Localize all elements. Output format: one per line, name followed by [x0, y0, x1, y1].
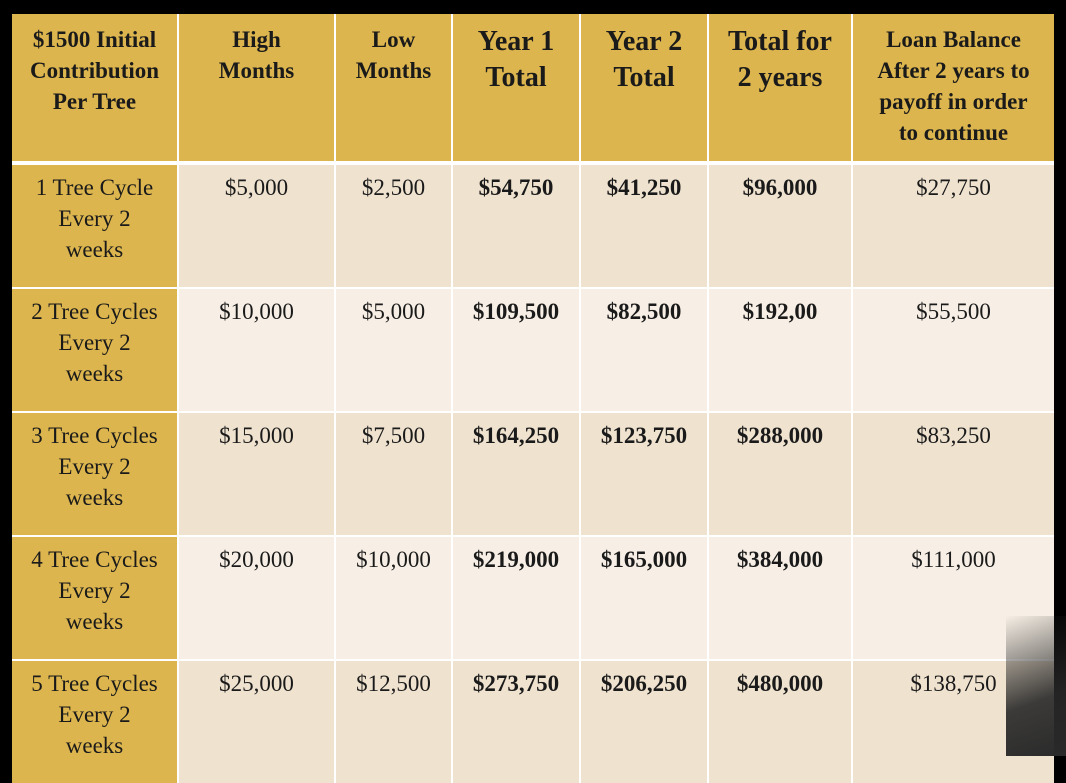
cell-high-months: $15,000 [179, 413, 336, 537]
cell-high-months: $10,000 [179, 289, 336, 413]
header-loan-balance: Loan Balance After 2 years to payoff in … [853, 14, 1054, 165]
cell-year1-total: $219,000 [453, 537, 581, 661]
table-row: 2 Tree Cycles Every 2 weeks $10,000 $5,0… [12, 289, 1054, 413]
cell-high-months: $25,000 [179, 661, 336, 783]
cell-low-months: $7,500 [336, 413, 453, 537]
cell-year1-total: $164,250 [453, 413, 581, 537]
cell-loan-balance: $55,500 [853, 289, 1054, 413]
header-row: $1500 Initial Contribution Per Tree High… [12, 14, 1054, 165]
cell-year1-total: $54,750 [453, 165, 581, 289]
row-label: 4 Tree Cycles Every 2 weeks [12, 537, 179, 661]
cell-total-2-years: $480,000 [709, 661, 853, 783]
row-label: 3 Tree Cycles Every 2 weeks [12, 413, 179, 537]
cell-total-2-years: $192,00 [709, 289, 853, 413]
table-row: 4 Tree Cycles Every 2 weeks $20,000 $10,… [12, 537, 1054, 661]
cell-total-2-years: $288,000 [709, 413, 853, 537]
cell-low-months: $12,500 [336, 661, 453, 783]
cell-total-2-years: $96,000 [709, 165, 853, 289]
cell-low-months: $5,000 [336, 289, 453, 413]
cell-loan-balance: $83,250 [853, 413, 1054, 537]
header-year1-total: Year 1 Total [453, 14, 581, 165]
cell-year1-total: $273,750 [453, 661, 581, 783]
cell-high-months: $20,000 [179, 537, 336, 661]
header-initial-contribution: $1500 Initial Contribution Per Tree [12, 14, 179, 165]
cell-year2-total: $41,250 [581, 165, 709, 289]
cell-year2-total: $206,250 [581, 661, 709, 783]
table-row: 5 Tree Cycles Every 2 weeks $25,000 $12,… [12, 661, 1054, 783]
cell-year2-total: $82,500 [581, 289, 709, 413]
cell-year1-total: $109,500 [453, 289, 581, 413]
row-label: 5 Tree Cycles Every 2 weeks [12, 661, 179, 783]
tree-cycle-table: $1500 Initial Contribution Per Tree High… [12, 14, 1054, 783]
table-row: 1 Tree Cycle Every 2 weeks $5,000 $2,500… [12, 165, 1054, 289]
header-high-months: High Months [179, 14, 336, 165]
cell-total-2-years: $384,000 [709, 537, 853, 661]
cell-high-months: $5,000 [179, 165, 336, 289]
cell-low-months: $2,500 [336, 165, 453, 289]
corner-shadow [1006, 616, 1066, 756]
table-row: 3 Tree Cycles Every 2 weeks $15,000 $7,5… [12, 413, 1054, 537]
row-label: 1 Tree Cycle Every 2 weeks [12, 165, 179, 289]
header-year2-total: Year 2 Total [581, 14, 709, 165]
cell-loan-balance: $111,000 [853, 537, 1054, 661]
header-total-2-years: Total for 2 years [709, 14, 853, 165]
cell-year2-total: $123,750 [581, 413, 709, 537]
row-label: 2 Tree Cycles Every 2 weeks [12, 289, 179, 413]
cell-loan-balance: $27,750 [853, 165, 1054, 289]
header-low-months: Low Months [336, 14, 453, 165]
cell-low-months: $10,000 [336, 537, 453, 661]
cell-year2-total: $165,000 [581, 537, 709, 661]
